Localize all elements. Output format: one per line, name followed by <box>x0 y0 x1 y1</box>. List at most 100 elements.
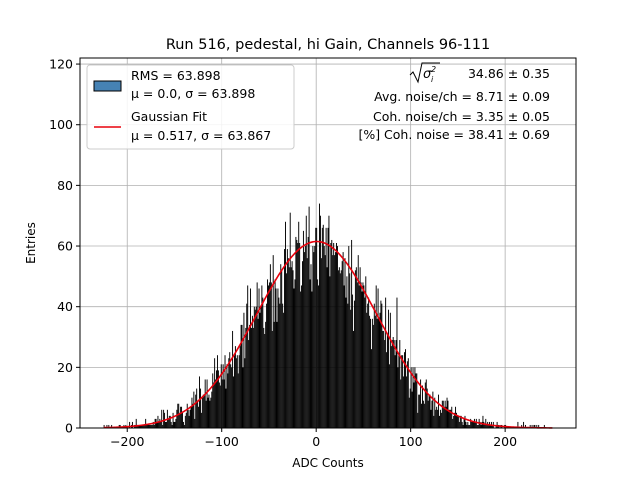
histogram-bar <box>224 355 226 428</box>
histogram-bar <box>427 400 429 428</box>
histogram-bar <box>390 346 392 428</box>
histogram-bar <box>288 267 290 428</box>
x-tick-label: 0 <box>312 434 320 449</box>
histogram-bar <box>178 403 180 428</box>
histogram-bar <box>410 367 412 428</box>
histogram-bar <box>391 340 393 428</box>
histogram-bar <box>281 270 283 428</box>
histogram-bar <box>135 418 137 428</box>
histogram-bars <box>103 203 545 428</box>
histogram-bar <box>324 255 326 428</box>
histogram-bar <box>451 406 453 428</box>
histogram-bar <box>260 306 262 428</box>
histogram-bar <box>469 424 471 428</box>
histogram-bar <box>412 367 414 428</box>
histogram-bar <box>205 400 207 428</box>
histogram-bar <box>419 394 421 428</box>
legend-entry-histogram-line2: μ = 0.0, σ = 63.898 <box>131 86 255 101</box>
histogram-bar <box>299 243 301 428</box>
histogram-bar <box>158 421 160 428</box>
histogram-bar <box>359 267 361 428</box>
histogram-bar <box>140 424 142 428</box>
histogram-bar <box>289 212 291 428</box>
histogram-bar <box>192 403 194 428</box>
histogram-bar <box>472 421 474 428</box>
histogram-bar <box>321 227 323 428</box>
histogram-bar <box>216 355 218 428</box>
histogram-bar <box>293 288 295 428</box>
histogram-bar <box>384 340 386 428</box>
histogram-bar <box>195 394 197 428</box>
histogram-bar <box>473 418 475 428</box>
histogram-bar <box>219 385 221 428</box>
histogram-bar <box>277 288 279 428</box>
histogram-bar <box>276 321 278 428</box>
histogram-bar <box>137 424 139 428</box>
histogram-bar <box>234 346 236 428</box>
histogram-bar <box>533 424 535 428</box>
histogram-bar <box>207 397 209 428</box>
histogram-bar <box>328 215 330 428</box>
histogram-bar <box>374 315 376 428</box>
histogram-bar <box>263 327 265 428</box>
histogram-bar <box>385 297 387 428</box>
histogram-bar <box>438 394 440 428</box>
histogram-bar <box>159 418 161 428</box>
histogram-bar <box>243 312 245 428</box>
sqrt-sigma-symbol: σ 2 i <box>409 62 440 84</box>
gaussian-fit-line <box>103 240 553 429</box>
histogram-bar <box>336 246 338 428</box>
x-tick-label: 100 <box>399 434 423 449</box>
histogram-bar <box>210 397 212 428</box>
histogram-bar <box>455 406 457 428</box>
histogram-bar <box>441 400 443 428</box>
histogram-bar <box>420 379 422 428</box>
histogram-bar <box>383 330 385 428</box>
histogram-bar <box>217 370 219 428</box>
histogram-bar <box>208 394 210 428</box>
histogram-bar <box>447 400 449 428</box>
histogram-bar <box>314 246 316 428</box>
y-tick-label: 20 <box>57 360 73 375</box>
histogram-bar <box>169 415 171 428</box>
histogram-bar <box>167 418 169 428</box>
histogram-bar <box>529 424 531 428</box>
histogram-bar <box>147 424 149 428</box>
histogram-bar <box>378 318 380 428</box>
histogram-bar <box>393 340 395 428</box>
histogram-bar <box>399 340 401 428</box>
histogram-bar <box>416 373 418 428</box>
histogram-bar <box>322 224 324 428</box>
histogram-bar <box>211 391 213 428</box>
histogram-bar <box>538 424 540 428</box>
histogram-bar <box>149 424 151 428</box>
histogram-bar <box>294 279 296 428</box>
histogram-bar <box>187 409 189 428</box>
histogram-bar <box>407 358 409 428</box>
histogram-bar <box>152 421 154 428</box>
histogram-bar <box>198 406 200 428</box>
histogram-bar <box>143 424 145 428</box>
histogram-bar <box>235 358 237 428</box>
histogram-bar <box>319 215 321 428</box>
histogram-bar <box>536 424 538 428</box>
legend-histogram-swatch <box>93 80 122 92</box>
histogram-bar <box>184 415 186 428</box>
histogram-bar <box>268 282 270 428</box>
histogram-bar <box>345 297 347 428</box>
histogram-bar <box>422 385 423 428</box>
histogram-bar <box>439 415 440 428</box>
histogram-bar <box>466 424 468 428</box>
histogram-bar <box>287 258 289 428</box>
histogram-bar <box>177 403 179 428</box>
histogram-bar <box>463 418 465 428</box>
histogram-bar <box>199 376 200 428</box>
histogram-bar <box>213 382 215 428</box>
histogram-bar <box>376 318 378 428</box>
histogram-bar <box>430 409 432 428</box>
histogram-bar <box>426 388 428 428</box>
histogram-bar <box>351 239 353 428</box>
histogram-bar <box>302 261 303 428</box>
